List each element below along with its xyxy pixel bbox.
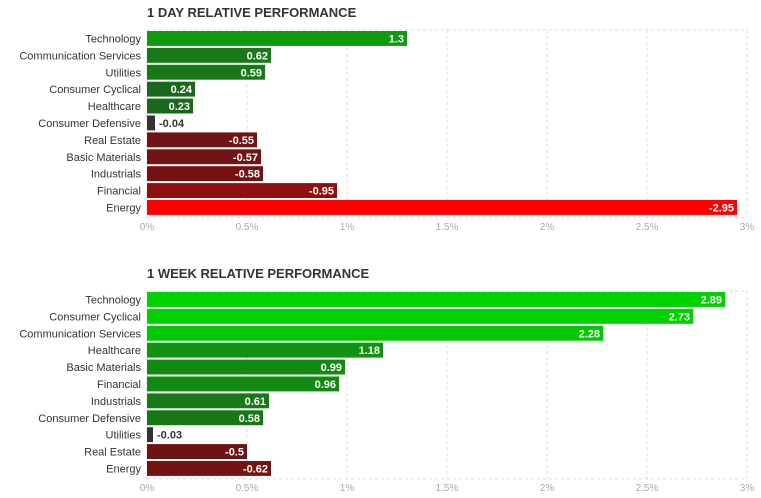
category-label: Technology xyxy=(85,294,141,306)
bar xyxy=(147,149,261,165)
bar xyxy=(147,444,247,459)
one-week-performance-chart: 1 WEEK RELATIVE PERFORMANCE 0% 0.5% 1% 1.5%… xyxy=(0,260,761,498)
category-label: Financial xyxy=(97,379,141,391)
value-label: -0.62 xyxy=(243,463,268,475)
one-day-bar-chart: 0% 0.5% 1% 1.5% 2% 2.5% 3% Technology 1.3 Communi… xyxy=(19,29,755,233)
category-label: Industrials xyxy=(91,169,142,181)
value-label: 0.24 xyxy=(171,84,193,96)
bar xyxy=(147,461,271,476)
category-label: Industrials xyxy=(91,396,142,408)
category-label: Technology xyxy=(85,33,141,45)
value-label: 1.3 xyxy=(389,33,404,45)
category-label: Financial xyxy=(97,186,141,198)
x-tick-label: 2% xyxy=(540,483,555,494)
x-tick-label: 0.5% xyxy=(236,483,259,494)
value-label: 0.23 xyxy=(169,101,190,113)
category-label: Energy xyxy=(106,463,141,475)
bar xyxy=(147,115,155,131)
x-tick-label: 3% xyxy=(740,483,755,494)
value-label: 2.89 xyxy=(701,294,722,306)
bar xyxy=(147,132,257,148)
category-label: Real Estate xyxy=(84,135,141,147)
category-label: Basic Materials xyxy=(66,152,141,164)
category-label: Utilities xyxy=(106,430,142,442)
value-label: -0.04 xyxy=(159,118,185,130)
bar xyxy=(147,308,693,324)
one-week-bar-chart: 0% 0.5% 1% 1.5% 2% 2.5% 3% Technology 2.89 Consum… xyxy=(19,290,755,494)
bar xyxy=(147,166,263,182)
bar xyxy=(147,393,269,409)
x-tick-label: 1.5% xyxy=(436,483,459,494)
bar xyxy=(147,325,603,341)
category-label: Basic Materials xyxy=(66,362,141,374)
category-label: Consumer Cyclical xyxy=(49,84,141,96)
value-label: -0.55 xyxy=(229,135,254,147)
x-tick-label: 2% xyxy=(540,222,555,233)
value-label: 0.99 xyxy=(321,362,342,374)
x-tick-label: 1% xyxy=(340,483,355,494)
bar xyxy=(147,200,737,215)
bar xyxy=(147,31,407,46)
bar xyxy=(147,81,195,97)
category-label: Real Estate xyxy=(84,447,141,459)
category-label: Healthcare xyxy=(88,101,141,113)
category-label: Energy xyxy=(106,202,141,214)
bar xyxy=(147,292,725,307)
value-label: -0.03 xyxy=(157,430,182,442)
chart-title: 1 DAY RELATIVE PERFORMANCE xyxy=(147,5,357,20)
value-label: -0.95 xyxy=(309,186,334,198)
value-label: -0.58 xyxy=(235,169,260,181)
value-label: 2.73 xyxy=(669,311,690,323)
bar xyxy=(147,47,271,63)
category-label: Utilities xyxy=(106,67,142,79)
chart-title: 1 WEEK RELATIVE PERFORMANCE xyxy=(147,266,370,281)
category-label: Communication Services xyxy=(19,50,141,62)
x-tick-label: 1.5% xyxy=(436,222,459,233)
category-label: Healthcare xyxy=(88,345,141,357)
value-label: 0.59 xyxy=(241,67,262,79)
value-label: 1.18 xyxy=(359,345,380,357)
value-label: 0.58 xyxy=(239,413,260,425)
bar xyxy=(147,342,383,358)
bar xyxy=(147,427,153,443)
value-label: -0.5 xyxy=(225,447,244,459)
x-tick-label: 2.5% xyxy=(636,222,659,233)
value-label: 0.96 xyxy=(315,379,336,391)
bar xyxy=(147,410,263,426)
x-tick-label: 0% xyxy=(140,222,155,233)
bar xyxy=(147,359,345,375)
value-label: 2.28 xyxy=(579,328,600,340)
category-label: Consumer Cyclical xyxy=(49,311,141,323)
bar xyxy=(147,376,339,392)
bar xyxy=(147,183,337,198)
value-label: -2.95 xyxy=(709,202,734,214)
one-day-performance-chart: 1 DAY RELATIVE PERFORMANCE 0% 0.5% 1% 1.5% 2… xyxy=(0,0,761,245)
bar xyxy=(147,64,265,80)
x-tick-label: 1% xyxy=(340,222,355,233)
x-tick-label: 0% xyxy=(140,483,155,494)
x-tick-label: 2.5% xyxy=(636,483,659,494)
x-tick-label: 3% xyxy=(740,222,755,233)
value-label: -0.57 xyxy=(233,152,258,164)
category-label: Consumer Defensive xyxy=(38,413,141,425)
category-label: Communication Services xyxy=(19,328,141,340)
value-label: 0.62 xyxy=(247,50,268,62)
x-tick-label: 0.5% xyxy=(236,222,259,233)
bar xyxy=(147,98,193,114)
value-label: 0.61 xyxy=(245,396,266,408)
category-label: Consumer Defensive xyxy=(38,118,141,130)
